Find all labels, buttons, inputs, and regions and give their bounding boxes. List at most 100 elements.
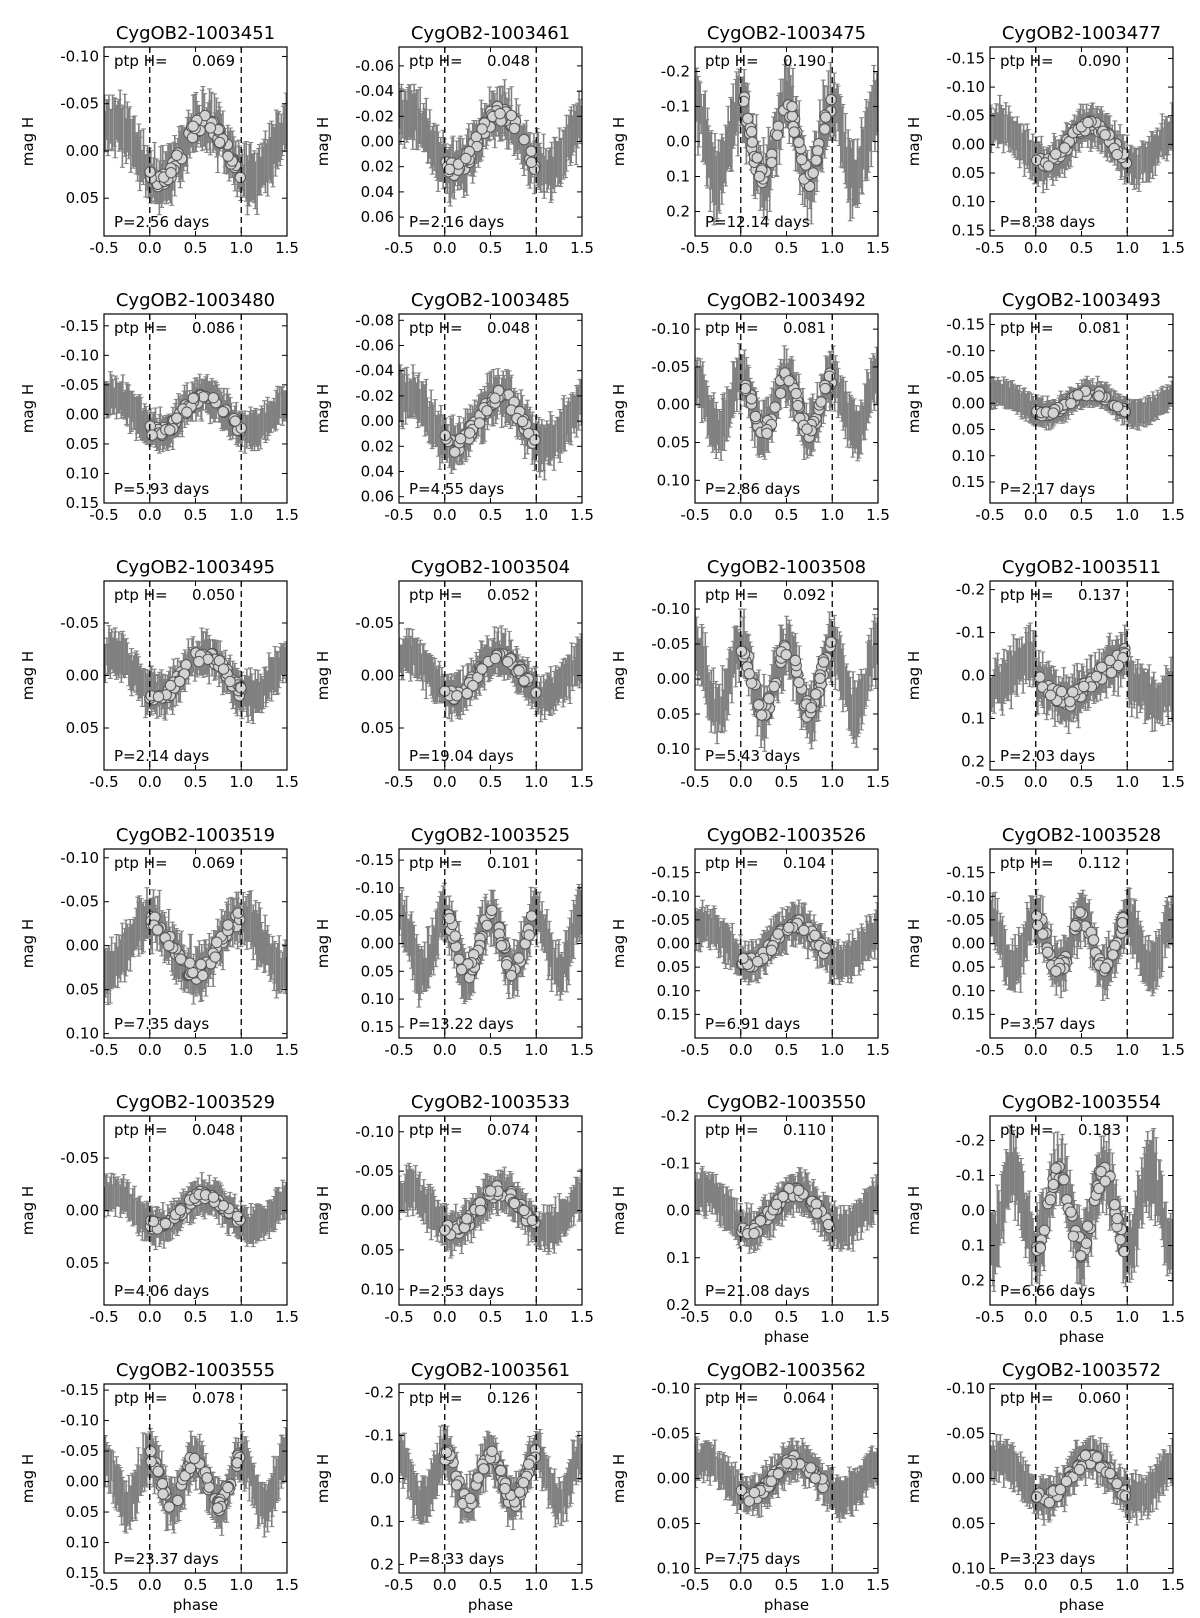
plot-area (104, 371, 287, 454)
data-point (494, 107, 506, 120)
data-point (204, 122, 217, 134)
data-point (1111, 148, 1123, 161)
ptp-label: ptp H= (114, 586, 168, 604)
y-axis-label: mag H (314, 384, 332, 433)
subplot-title: CygOB2-1003475 (707, 23, 866, 44)
x-tick-label: 0.0 (729, 506, 753, 524)
x-tick-label: 1.5 (275, 239, 299, 257)
x-tick-label: 0.0 (729, 239, 753, 257)
y-tick-label: -0.05 (946, 368, 985, 386)
subplot-CygOB2-1003485: -0.5 0.0 0.5 1.0 1.5 -0.08 -0.06 -0.04 -0.02 0.00… (314, 290, 594, 524)
subplot-CygOB2-1003477: -0.5 0.0 0.5 1.0 1.5 -0.15 -0.10 -0.05 0.00 0.05 0… (905, 23, 1185, 257)
data-point (213, 136, 226, 149)
data-point (810, 154, 822, 167)
data-point (146, 429, 158, 441)
x-tick-label: 0.5 (1070, 506, 1094, 524)
y-tick-label: 0.04 (361, 463, 394, 481)
y-tick-label: 0.04 (361, 183, 394, 201)
x-tick-label: -0.5 (89, 239, 118, 257)
y-tick-label: -0.2 (661, 63, 690, 81)
y-tick-label: 0.00 (66, 405, 99, 423)
data-point (807, 167, 819, 179)
y-tick-label: 0.02 (361, 437, 394, 455)
data-point (783, 375, 795, 387)
x-tick-label: -0.5 (89, 506, 118, 524)
plot-area (695, 343, 878, 462)
data-point (737, 95, 750, 108)
x-tick-label: 1.5 (866, 506, 890, 524)
y-tick-label: -0.1 (661, 98, 690, 116)
y-tick-label: 0.06 (361, 208, 394, 226)
data-point (516, 415, 529, 428)
data-point (460, 152, 472, 165)
subplot-title: CygOB2-1003461 (411, 23, 570, 44)
data-point (745, 126, 758, 138)
data-point (473, 417, 486, 429)
subplot-CygOB2-1003475: -0.5 0.0 0.5 1.0 1.5 -0.2 -0.1 0.0 0.1 0.2 CygOB2-… (610, 23, 890, 257)
data-point (529, 434, 541, 446)
period-label: P=5.93 days (114, 480, 209, 498)
period-label: P=12.14 days (705, 213, 810, 231)
data-point (164, 424, 176, 436)
data-point (739, 382, 752, 395)
y-tick-label: 0.05 (657, 434, 690, 452)
data-point (224, 675, 236, 688)
subplot-CygOB2-1003461: -0.5 0.0 0.5 1.0 1.5 -0.06 -0.04 -0.02 0.00 0.02 0… (314, 23, 594, 257)
data-point (1099, 129, 1111, 141)
subplot-CygOB2-1003493: -0.5 0.0 0.5 1.0 1.5 -0.15 -0.10 -0.05 0.00 0.05 0… (905, 290, 1185, 524)
x-tick-label: 1.0 (820, 506, 844, 524)
subplot-title: CygOB2-1003495 (116, 557, 275, 578)
ptp-value: 0.050 (192, 586, 235, 604)
x-tick-label: -0.5 (384, 239, 413, 257)
x-tick-label: 1.0 (229, 506, 253, 524)
data-point (1050, 148, 1062, 160)
data-point (217, 406, 229, 418)
y-tick-label: 0.05 (952, 421, 985, 439)
y-tick-label: 0.05 (66, 435, 99, 453)
y-tick-label: -0.05 (60, 614, 99, 632)
x-tick-label: -0.5 (680, 239, 709, 257)
plot-area (399, 79, 582, 207)
x-tick-label: -0.5 (89, 773, 118, 791)
y-tick-label: 0.00 (952, 135, 985, 153)
ptp-value: 0.048 (487, 319, 530, 337)
x-tick-label: 1.0 (820, 239, 844, 257)
y-tick-label: -0.02 (355, 387, 394, 405)
data-point (811, 145, 824, 157)
y-tick-label: 0.10 (657, 471, 690, 489)
ptp-value: 0.190 (783, 52, 826, 70)
y-tick-label: -0.10 (946, 342, 985, 360)
data-point (792, 399, 804, 412)
period-label: P=2.86 days (705, 480, 800, 498)
data-point (165, 167, 177, 179)
data-point (790, 387, 802, 400)
subplot-title: CygOB2-1003492 (707, 290, 866, 311)
y-axis-label: mag H (610, 117, 628, 166)
y-tick-label: -0.06 (355, 57, 394, 75)
ptp-label: ptp H= (409, 319, 463, 337)
y-tick-label: -0.15 (946, 316, 985, 334)
data-point (518, 133, 530, 146)
y-tick-label: 0.15 (952, 473, 985, 491)
ptp-value: 0.069 (192, 52, 235, 70)
data-point (193, 655, 205, 668)
data-point (1093, 390, 1105, 402)
x-tick-label: 0.0 (433, 506, 457, 524)
subplot-CygOB2-1003504: -0.5 0.0 0.5 1.0 1.5-0.050.000.05CygOB2-1003… (314, 557, 594, 791)
x-tick-label: 1.0 (524, 239, 548, 257)
data-point (815, 396, 827, 408)
x-tick-label: -0.5 (975, 239, 1004, 257)
data-point (823, 370, 836, 382)
y-tick-label: -0.05 (60, 95, 99, 113)
data-point (1111, 401, 1124, 413)
ptp-value: 0.081 (1078, 319, 1121, 337)
plot-area (990, 375, 1173, 431)
data-point (761, 427, 773, 440)
data-point (819, 123, 831, 135)
data-point (745, 393, 758, 405)
y-tick-label: -0.04 (355, 362, 394, 380)
plot-area (399, 625, 582, 723)
y-tick-label: 0.15 (66, 494, 99, 512)
x-tick-label: 1.0 (229, 239, 253, 257)
x-tick-label: 0.0 (1024, 506, 1048, 524)
